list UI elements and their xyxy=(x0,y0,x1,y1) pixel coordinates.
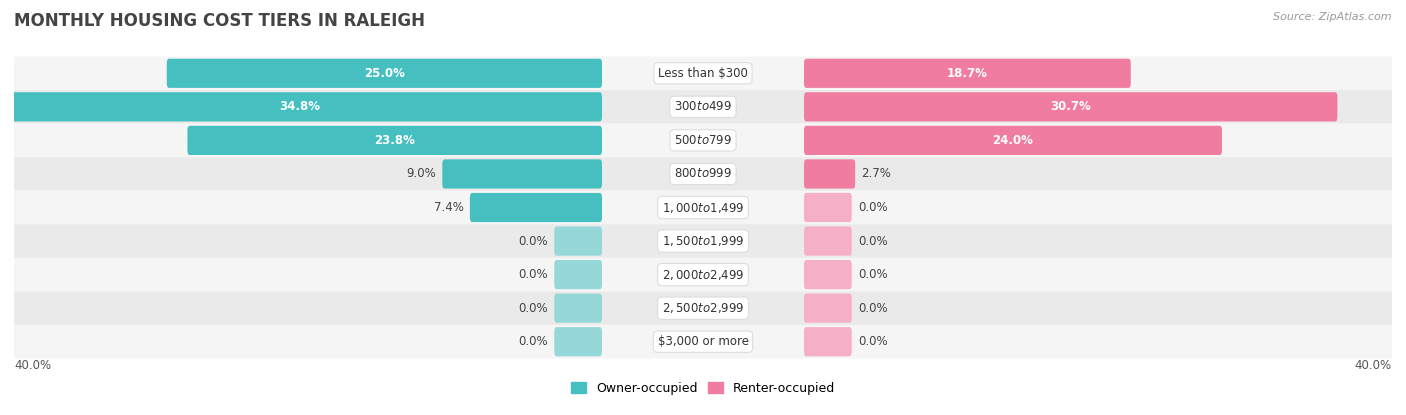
FancyBboxPatch shape xyxy=(470,193,602,222)
Text: 0.0%: 0.0% xyxy=(519,335,548,348)
FancyBboxPatch shape xyxy=(804,92,1337,122)
Text: $300 to $499: $300 to $499 xyxy=(673,100,733,113)
Text: 40.0%: 40.0% xyxy=(14,359,51,372)
FancyBboxPatch shape xyxy=(804,159,855,188)
FancyBboxPatch shape xyxy=(0,92,602,122)
Text: 40.0%: 40.0% xyxy=(1355,359,1392,372)
Text: 2.7%: 2.7% xyxy=(862,167,891,181)
Text: 30.7%: 30.7% xyxy=(1050,100,1091,113)
Text: 9.0%: 9.0% xyxy=(406,167,436,181)
FancyBboxPatch shape xyxy=(187,126,602,155)
FancyBboxPatch shape xyxy=(14,124,1392,157)
FancyBboxPatch shape xyxy=(804,59,1130,88)
Text: 0.0%: 0.0% xyxy=(519,234,548,248)
Text: 25.0%: 25.0% xyxy=(364,67,405,80)
Text: Source: ZipAtlas.com: Source: ZipAtlas.com xyxy=(1274,12,1392,22)
FancyBboxPatch shape xyxy=(14,258,1392,291)
FancyBboxPatch shape xyxy=(554,293,602,323)
FancyBboxPatch shape xyxy=(14,157,1392,191)
FancyBboxPatch shape xyxy=(804,227,852,256)
FancyBboxPatch shape xyxy=(554,327,602,356)
Text: 0.0%: 0.0% xyxy=(858,268,887,281)
FancyBboxPatch shape xyxy=(14,325,1392,359)
Text: 0.0%: 0.0% xyxy=(858,201,887,214)
Text: 0.0%: 0.0% xyxy=(858,234,887,248)
Legend: Owner-occupied, Renter-occupied: Owner-occupied, Renter-occupied xyxy=(567,377,839,400)
Text: MONTHLY HOUSING COST TIERS IN RALEIGH: MONTHLY HOUSING COST TIERS IN RALEIGH xyxy=(14,12,425,30)
Text: Less than $300: Less than $300 xyxy=(658,67,748,80)
Text: $500 to $799: $500 to $799 xyxy=(673,134,733,147)
Text: 24.0%: 24.0% xyxy=(993,134,1033,147)
Text: $1,000 to $1,499: $1,000 to $1,499 xyxy=(662,200,744,215)
Text: 0.0%: 0.0% xyxy=(858,302,887,315)
FancyBboxPatch shape xyxy=(14,56,1392,90)
FancyBboxPatch shape xyxy=(14,191,1392,224)
Text: 34.8%: 34.8% xyxy=(280,100,321,113)
FancyBboxPatch shape xyxy=(554,260,602,289)
FancyBboxPatch shape xyxy=(804,193,852,222)
Text: 18.7%: 18.7% xyxy=(948,67,988,80)
Text: 0.0%: 0.0% xyxy=(519,268,548,281)
Text: 0.0%: 0.0% xyxy=(519,302,548,315)
FancyBboxPatch shape xyxy=(804,293,852,323)
FancyBboxPatch shape xyxy=(554,227,602,256)
FancyBboxPatch shape xyxy=(14,291,1392,325)
FancyBboxPatch shape xyxy=(14,224,1392,258)
Text: $1,500 to $1,999: $1,500 to $1,999 xyxy=(662,234,744,248)
Text: $2,500 to $2,999: $2,500 to $2,999 xyxy=(662,301,744,315)
FancyBboxPatch shape xyxy=(443,159,602,188)
FancyBboxPatch shape xyxy=(167,59,602,88)
FancyBboxPatch shape xyxy=(804,260,852,289)
FancyBboxPatch shape xyxy=(804,126,1222,155)
Text: 23.8%: 23.8% xyxy=(374,134,415,147)
Text: $2,000 to $2,499: $2,000 to $2,499 xyxy=(662,268,744,282)
FancyBboxPatch shape xyxy=(804,327,852,356)
FancyBboxPatch shape xyxy=(14,90,1392,124)
Text: $800 to $999: $800 to $999 xyxy=(673,167,733,181)
Text: $3,000 or more: $3,000 or more xyxy=(658,335,748,348)
Text: 7.4%: 7.4% xyxy=(433,201,464,214)
Text: 0.0%: 0.0% xyxy=(858,335,887,348)
